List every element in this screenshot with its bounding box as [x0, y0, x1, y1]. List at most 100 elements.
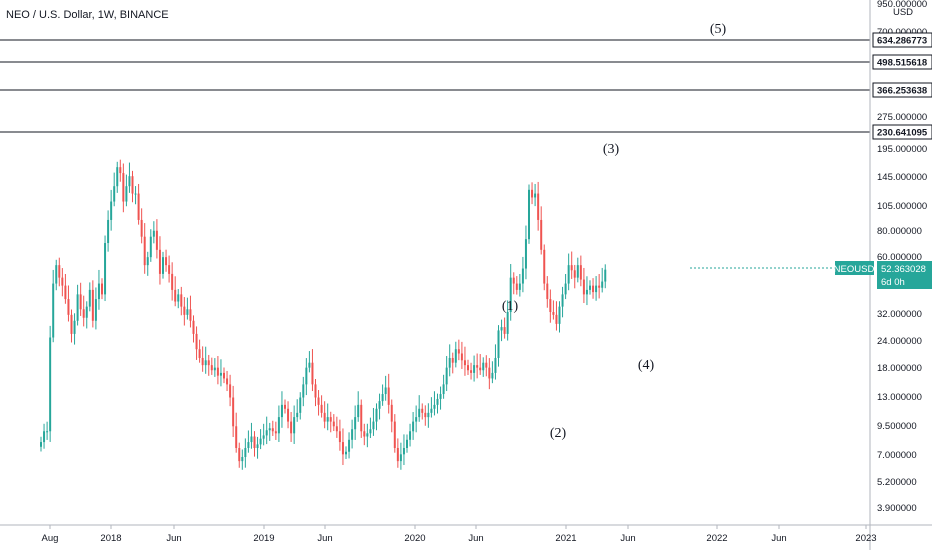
- candle-body: [604, 269, 607, 282]
- candle-body: [430, 408, 433, 413]
- candle-body: [381, 394, 384, 402]
- current-price-badge: NEOUSD 52.363028 6d 0h: [834, 261, 932, 289]
- candle-body: [79, 294, 82, 310]
- candle-body: [585, 289, 588, 295]
- candle-body: [158, 249, 161, 274]
- candle-body: [341, 442, 344, 455]
- candle-body: [180, 294, 183, 307]
- wave-label: (1): [502, 299, 519, 314]
- candle-body: [467, 365, 469, 371]
- candle-body: [421, 408, 424, 413]
- candle-body: [451, 357, 454, 363]
- candle-body: [168, 265, 171, 274]
- candle-body: [125, 186, 128, 202]
- price-tick-label: 3.900000: [877, 503, 917, 514]
- candle-body: [476, 365, 479, 368]
- candle-body: [134, 193, 137, 195]
- candle-body: [418, 408, 421, 418]
- candle-body: [302, 384, 305, 398]
- candle-body: [296, 412, 299, 418]
- candle-body: [326, 417, 329, 422]
- candle-body: [277, 417, 280, 434]
- candle-body: [174, 289, 177, 302]
- time-axis[interactable]: Aug 2018 Jun 2019 Jun 2020 Jun 2021 Jun 2022 Jun 20…: [42, 525, 877, 544]
- candle-body: [201, 357, 204, 366]
- candle-body: [354, 417, 357, 430]
- candle-body: [165, 257, 168, 266]
- candle-body: [67, 299, 70, 315]
- price-tick-label: 5.200000: [877, 477, 917, 488]
- candle-body: [265, 430, 268, 436]
- price-tick-label: 105.000000: [877, 201, 927, 212]
- price-tick-label: 275.000000: [877, 112, 927, 123]
- candle-body: [320, 404, 323, 413]
- level-badge: [872, 124, 932, 140]
- wave-label: (5): [710, 22, 727, 37]
- candle-body: [259, 438, 262, 445]
- candle-body: [219, 372, 222, 376]
- candle-body: [207, 360, 210, 366]
- candles-layer: [40, 159, 607, 470]
- candle-body: [348, 439, 351, 452]
- time-tick-label: Jun: [468, 533, 483, 544]
- candle-body: [540, 219, 543, 250]
- candle-body: [131, 176, 134, 194]
- time-tick-label: 2023: [855, 533, 876, 544]
- candle-body: [192, 320, 195, 334]
- candle-body: [171, 273, 174, 290]
- candle-body: [579, 265, 582, 280]
- candle-body: [558, 306, 561, 324]
- candle-body: [598, 285, 601, 288]
- candle-body: [512, 277, 515, 284]
- candle-body: [186, 309, 189, 315]
- candle-body: [244, 447, 247, 457]
- candle-body: [149, 236, 152, 258]
- price-tick-label: 7.000000: [877, 450, 917, 461]
- candle-body: [357, 404, 360, 418]
- price-tick-label: 18.000000: [877, 363, 922, 374]
- candle-body: [274, 431, 277, 434]
- candle-body: [479, 367, 482, 371]
- price-tick-label: 24.000000: [877, 336, 922, 347]
- candle-body: [549, 299, 552, 313]
- candle-body: [488, 367, 491, 379]
- candle-body: [226, 378, 229, 385]
- candle-body: [369, 429, 372, 434]
- candle-body: [94, 299, 97, 321]
- candle-body: [589, 285, 591, 290]
- candle-body: [55, 265, 58, 284]
- candle-body: [595, 285, 598, 293]
- candle-body: [436, 398, 439, 405]
- candle-body: [284, 404, 286, 409]
- candle-body: [360, 404, 363, 432]
- candle-body: [88, 289, 91, 307]
- candle-body: [366, 433, 369, 437]
- candle-body: [97, 283, 100, 300]
- candle-body: [399, 454, 402, 462]
- candle-body: [82, 309, 85, 318]
- candle-body: [280, 404, 283, 418]
- candle-body: [552, 312, 555, 315]
- candle-body: [518, 283, 521, 290]
- candle-body: [576, 265, 579, 278]
- candle-body: [439, 394, 442, 399]
- candle-body: [46, 431, 49, 433]
- candle-body: [253, 436, 256, 448]
- candle-body: [256, 444, 259, 448]
- candle-body: [213, 367, 216, 371]
- candle-body: [311, 362, 314, 385]
- candle-body: [177, 294, 180, 302]
- candle-body: [396, 447, 399, 462]
- candle-body: [546, 283, 549, 300]
- candle-body: [104, 243, 107, 295]
- price-tick-label: 145.000000: [877, 172, 927, 183]
- candle-body: [537, 193, 540, 220]
- time-tick-label: Jun: [317, 533, 332, 544]
- level-badge-text: 366.253638: [877, 86, 927, 97]
- candle-body: [503, 327, 506, 334]
- candle-body: [363, 431, 366, 437]
- candle-body: [473, 365, 476, 373]
- candle-body: [351, 429, 354, 440]
